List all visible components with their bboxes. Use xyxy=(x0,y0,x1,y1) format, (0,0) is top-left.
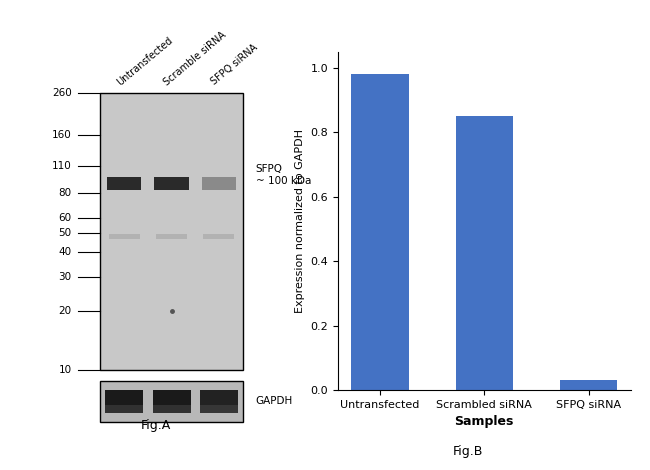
Bar xyxy=(456,116,513,390)
Bar xyxy=(560,380,618,390)
Bar xyxy=(200,390,238,413)
Text: Scramble siRNA: Scramble siRNA xyxy=(162,29,228,87)
Text: 160: 160 xyxy=(52,130,72,140)
X-axis label: Samples: Samples xyxy=(454,415,514,428)
Bar xyxy=(105,390,143,413)
Bar xyxy=(203,235,235,239)
Text: 20: 20 xyxy=(58,306,72,316)
Bar xyxy=(100,381,243,422)
Bar xyxy=(156,235,187,239)
Text: 260: 260 xyxy=(52,88,72,98)
Bar xyxy=(107,177,142,190)
Bar xyxy=(109,235,140,239)
Y-axis label: Expression normalized to GAPDH: Expression normalized to GAPDH xyxy=(295,129,305,313)
Bar xyxy=(155,177,188,190)
Text: SFPQ siRNA: SFPQ siRNA xyxy=(209,43,260,87)
Bar xyxy=(100,93,243,370)
Text: GAPDH: GAPDH xyxy=(256,396,293,407)
Text: Untransfected: Untransfected xyxy=(114,35,174,87)
Text: 110: 110 xyxy=(52,161,72,172)
Bar xyxy=(200,405,238,413)
Text: 30: 30 xyxy=(58,272,72,282)
Bar xyxy=(351,74,409,390)
Text: Fig.A: Fig.A xyxy=(141,419,171,432)
Bar xyxy=(153,405,190,413)
Text: 50: 50 xyxy=(58,228,72,238)
Text: SFPQ
~ 100 kDa: SFPQ ~ 100 kDa xyxy=(256,164,311,186)
Text: Fig.B: Fig.B xyxy=(453,445,483,458)
Text: 40: 40 xyxy=(58,247,72,258)
Text: 80: 80 xyxy=(58,188,72,198)
Text: 10: 10 xyxy=(58,365,72,376)
Bar xyxy=(153,390,190,413)
Bar xyxy=(202,177,236,190)
Bar xyxy=(105,405,143,413)
Text: 60: 60 xyxy=(58,213,72,223)
